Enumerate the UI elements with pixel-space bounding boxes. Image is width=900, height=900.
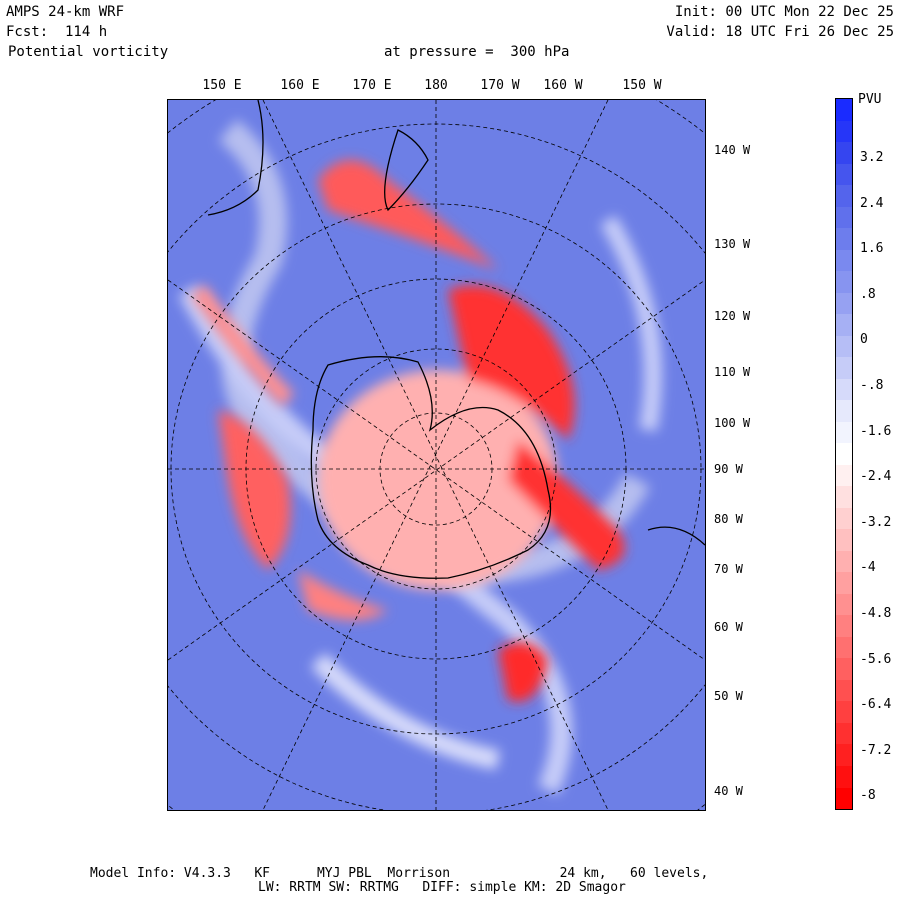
colorbar-cell [836,163,852,186]
colorbar-cell [836,464,852,487]
colorbar-cell [836,593,852,616]
colorbar-cell [836,99,852,121]
forecast-hour: Fcst: 114 h [6,24,108,40]
colorbar-tick-label: -.8 [860,378,884,393]
colorbar-cell [836,765,852,788]
top-longitude-label: 150 W [622,78,662,93]
top-longitude-label: 160 W [543,78,583,93]
colorbar-cell [836,314,852,336]
colorbar-cell [836,615,852,637]
init-time: Init: 00 UTC Mon 22 Dec 25 [674,4,894,20]
colorbar-cell [836,142,852,164]
coastlines [207,100,705,579]
colorbar-cell [836,335,852,358]
colorbar-cell [836,378,852,401]
pressure-level: at pressure = 300 hPa [384,44,570,60]
colorbar-cell [836,529,852,551]
colorbar-cell [836,206,852,229]
right-longitude-label: 70 W [714,562,743,576]
model-info-line-2: LW: RRTM SW: RRTMG DIFF: simple KM: 2D S… [258,880,626,895]
colorbar-tick-label: -2.4 [860,469,892,485]
colorbar-tick-label: 0 [860,332,868,348]
colorbar-cell [836,744,852,766]
colorbar-cell [836,636,852,659]
colorbar-cell [836,357,852,379]
top-longitude-label: 170 W [480,78,520,93]
colorbar-tick-label: -1.6 [860,423,892,439]
colorbar-cell [836,572,852,594]
colorbar-cell [836,249,852,272]
right-longitude-label: 110 W [714,365,751,379]
colorbar-cell [836,228,852,250]
colorbar-cell [836,701,852,723]
colorbar-cell [836,400,852,422]
right-longitude-label: 140 W [714,143,751,157]
colorbar-cell [836,120,852,143]
right-longitude-label: 130 W [714,237,751,251]
colorbar-tick-label: -4.8 [860,606,892,621]
pv-map-svg [168,100,705,810]
colorbar-tick-label: -6.4 [860,697,892,713]
top-longitude-label: 150 E [202,78,242,93]
right-longitude-label: 60 W [714,620,743,634]
colorbar-cell [836,185,852,207]
top-longitude-label: 160 E [280,78,320,93]
colorbar-cell [836,507,852,530]
colorbar-tick-label: .8 [860,286,876,302]
top-longitude-label: 180 [424,78,448,93]
colorbar-cell [836,787,852,810]
right-longitude-label: 40 W [714,784,743,798]
colorbar-tick-label: -8 [860,788,876,804]
model-info-line-1: Model Info: V4.3.3 KF MYJ PBL Morrison 2… [90,866,709,881]
right-longitude-label: 100 W [714,416,751,430]
colorbar-tick-label: -7.2 [860,742,892,758]
valid-time: Valid: 18 UTC Fri 26 Dec 25 [666,24,894,40]
colorbar-cell [836,292,852,315]
colorbar-cell [836,486,852,508]
colorbar-tick-label: -5.6 [860,651,892,667]
top-longitude-label: 170 E [352,78,392,93]
colorbar-unit: PVU [858,92,882,107]
right-longitude-label: 80 W [714,512,743,526]
colorbar-tick-label: 1.6 [860,241,884,257]
pv-map [167,99,706,811]
colorbar-cell [836,679,852,702]
colorbar-cell [836,550,852,573]
colorbar-cell [836,722,852,745]
red-pv-regions [190,160,625,702]
colorbar-cell [836,658,852,680]
colorbar-tick-label: 2.4 [860,195,884,211]
colorbar-cell [836,421,852,444]
graticule [168,100,705,810]
colorbar-tick-label: -4 [860,560,876,576]
field-name: Potential vorticity [8,44,169,60]
right-longitude-label: 120 W [714,309,751,323]
colorbar-tick-label: -3.2 [860,514,892,530]
colorbar [835,98,853,810]
colorbar-cell [836,443,852,465]
right-longitude-label: 50 W [714,689,743,703]
model-name: AMPS 24-km WRF [6,4,125,20]
colorbar-tick-label: 3.2 [860,150,884,165]
colorbar-cell [836,271,852,293]
right-longitude-label: 90 W [714,462,743,476]
